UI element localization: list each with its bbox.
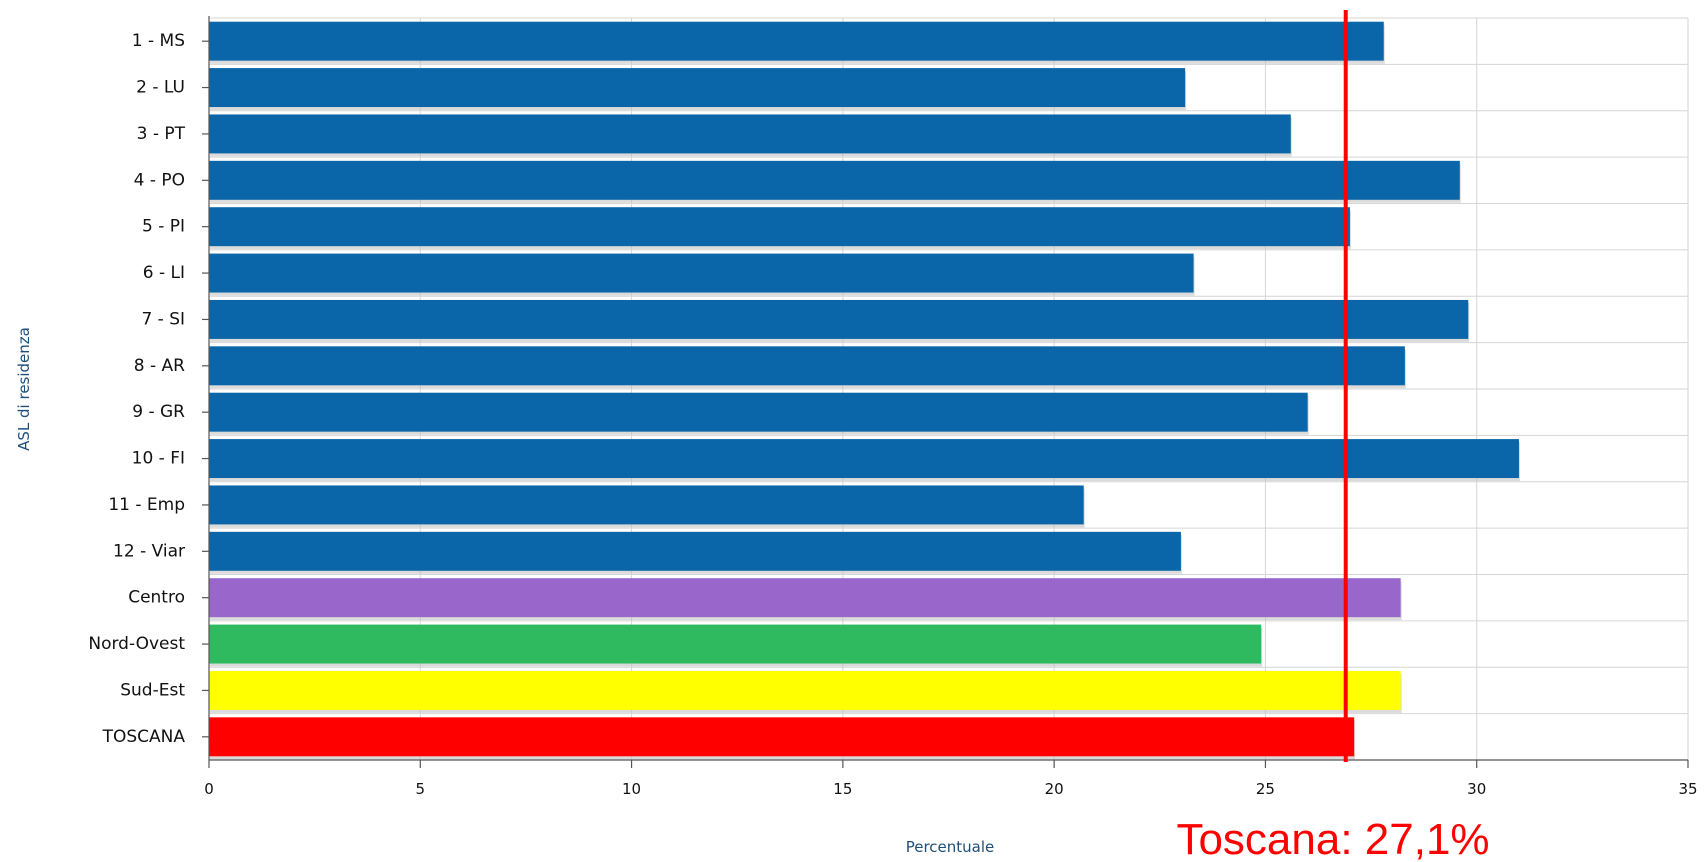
bars: [209, 21, 1520, 760]
category-label: 4 - PO: [134, 170, 185, 190]
bar-7-si: [209, 299, 1469, 339]
x-tick-label: 5: [416, 780, 426, 798]
bar-nord-ovest: [209, 624, 1262, 664]
bar-5-pi: [209, 207, 1350, 247]
x-tick-label: 0: [204, 780, 214, 798]
x-tick-labels: 0 5 10 15 20 25 30 35: [204, 780, 1697, 798]
bar-1-ms: [209, 21, 1384, 61]
x-tick-label: 35: [1678, 780, 1697, 798]
bar-12-viar: [209, 531, 1181, 571]
x-tick-label: 20: [1045, 780, 1064, 798]
x-tick-label: 15: [833, 780, 852, 798]
x-axis-title: Percentuale: [906, 838, 995, 856]
bar-4-po: [209, 160, 1460, 200]
category-label: 12 - Viar: [113, 541, 185, 561]
y-axis-title: ASL di residenza: [15, 327, 33, 451]
category-label: TOSCANA: [102, 727, 186, 747]
bar-11-emp: [209, 485, 1084, 525]
x-tick-label: 10: [622, 780, 641, 798]
reference-annotation: Toscana: 27,1%: [1176, 815, 1489, 862]
x-tick-label: 25: [1256, 780, 1275, 798]
bar-6-li: [209, 253, 1194, 293]
bar-centro: [209, 578, 1401, 618]
category-label: 8 - AR: [134, 356, 185, 376]
bar-9-gr: [209, 392, 1308, 432]
bar-8-ar: [209, 346, 1405, 386]
category-label: Nord-Ovest: [88, 634, 185, 654]
bar-3-pt: [209, 114, 1291, 154]
x-tick-label: 30: [1467, 780, 1486, 798]
category-labels: 1 - MS 2 - LU 3 - PT 4 - PO 5 - PI 6 - LI 7 - …: [88, 31, 185, 747]
category-label: 1 - MS: [132, 31, 185, 51]
bar-toscana: [209, 717, 1355, 757]
bar-10-fi: [209, 439, 1519, 479]
category-label: 6 - LI: [143, 263, 185, 283]
category-label: 5 - PI: [142, 217, 185, 237]
category-label: Sud-Est: [120, 680, 185, 700]
category-label: 9 - GR: [132, 402, 185, 422]
category-label: 7 - SI: [141, 309, 185, 329]
axes: [202, 16, 1689, 768]
grid-lines: [209, 17, 1689, 761]
bar-sud-est: [209, 670, 1401, 710]
category-label: 3 - PT: [137, 124, 186, 144]
category-label: 11 - Emp: [108, 495, 185, 515]
category-label: 10 - FI: [132, 449, 185, 469]
category-label: Centro: [128, 588, 185, 608]
category-label: 2 - LU: [136, 78, 185, 98]
bar-2-lu: [209, 68, 1186, 108]
